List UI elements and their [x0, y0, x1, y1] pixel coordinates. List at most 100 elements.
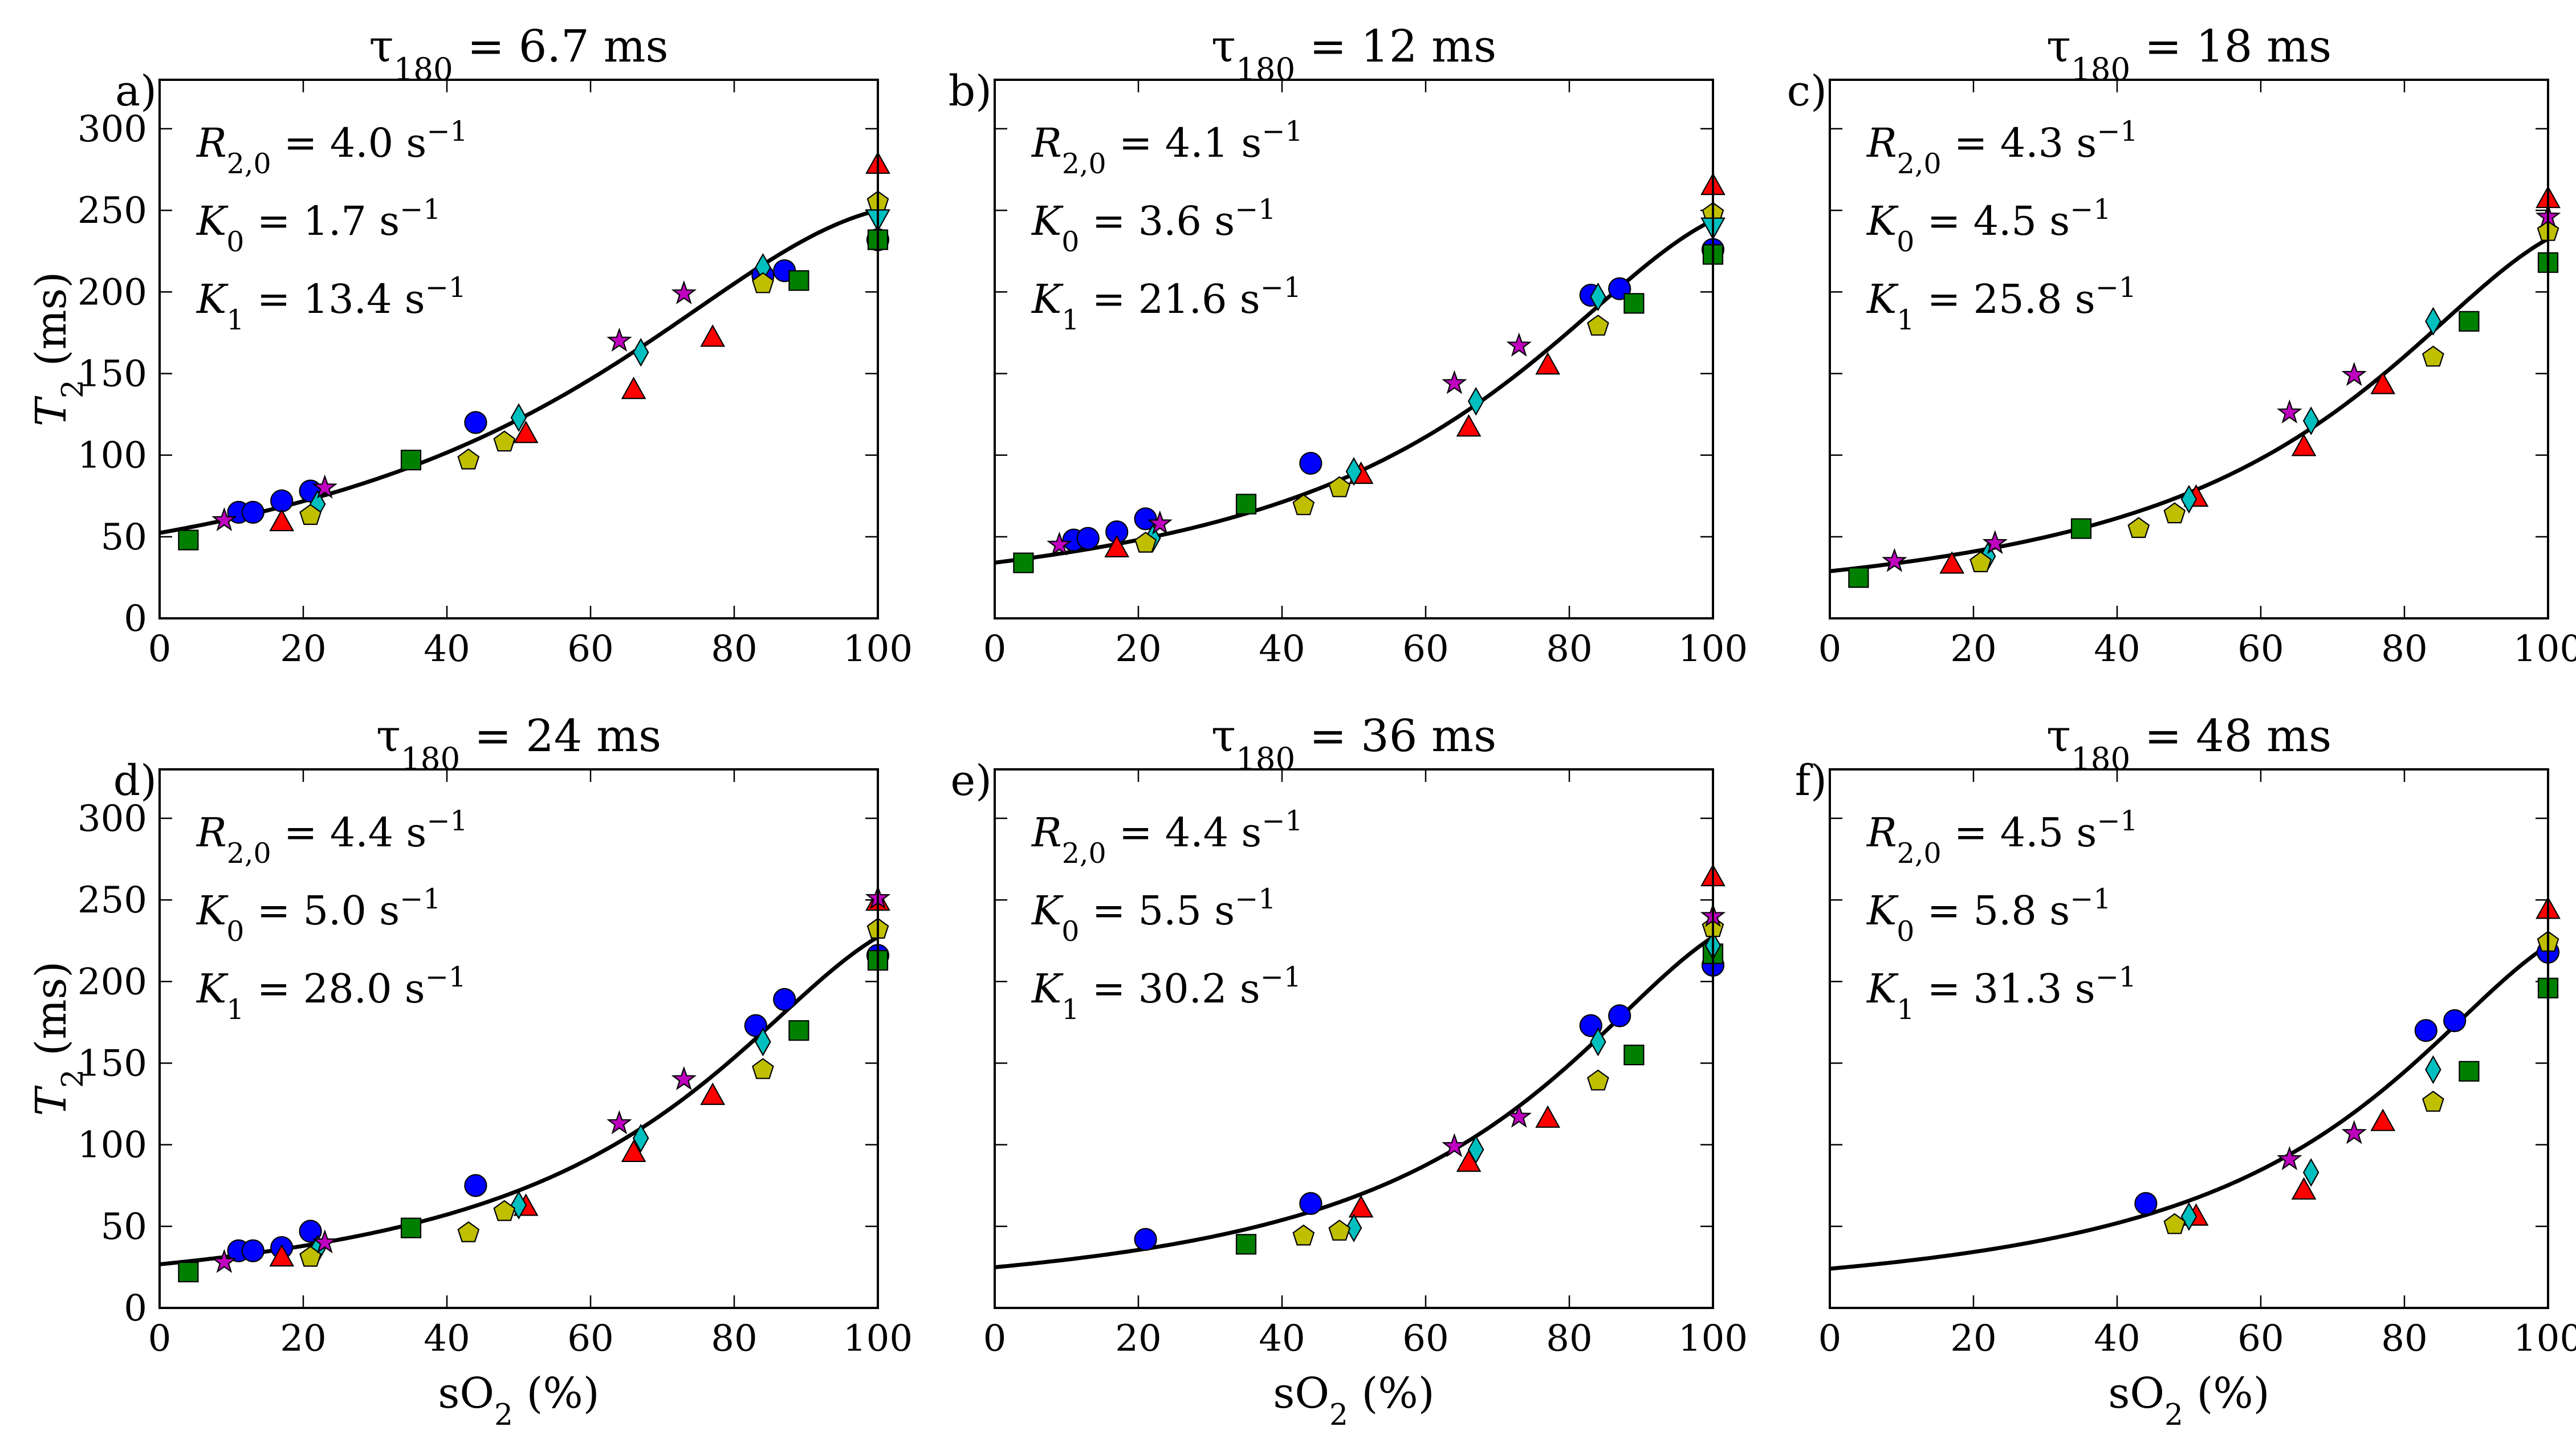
x-tick-label: 0 — [148, 628, 172, 670]
point-triangle-up — [1939, 551, 1965, 574]
y-tick-label: 50 — [101, 1206, 147, 1248]
point-diamond — [2425, 1055, 2441, 1085]
fit-parameter-1: R2,0 = 4.4 s−1 — [1031, 805, 1303, 870]
fit-curve — [994, 218, 1714, 565]
point-diamond — [2425, 307, 2441, 336]
point-diamond — [510, 403, 527, 433]
point-square — [178, 1261, 199, 1283]
point-triangle-up — [2291, 1177, 2317, 1200]
y-tick-label: 0 — [124, 598, 147, 640]
fit-curve — [1829, 943, 2549, 1271]
x-tick-label: 0 — [148, 1318, 172, 1360]
point-star — [671, 1066, 697, 1091]
fit-parameter-3: K1 = 25.8 s−1 — [1866, 271, 2137, 336]
point-star — [211, 507, 237, 532]
point-star — [2341, 1120, 2367, 1144]
point-diamond — [510, 1191, 527, 1220]
panel-label: b) — [949, 67, 992, 116]
x-tick-label: 60 — [567, 628, 613, 670]
point-pentagon — [1328, 476, 1351, 498]
point-circle — [773, 988, 796, 1011]
point-square — [400, 450, 422, 471]
point-pentagon — [457, 1221, 480, 1242]
fit-parameter-3: K1 = 31.3 s−1 — [1866, 961, 2137, 1026]
axes-frame — [1829, 79, 2549, 619]
point-pentagon — [493, 1200, 516, 1221]
point-triangle-up — [621, 376, 646, 400]
point-pentagon — [1328, 1220, 1351, 1241]
point-circle — [270, 489, 294, 512]
point-star — [1506, 1103, 1532, 1128]
axes-frame — [994, 79, 1714, 619]
y-tick-label: 150 — [78, 1042, 147, 1085]
point-square — [2459, 1061, 2480, 1082]
point-diamond — [1590, 282, 1606, 312]
point-star — [312, 1229, 337, 1254]
point-triangle-up — [1348, 1195, 1374, 1218]
point-pentagon — [1134, 531, 1157, 553]
point-pentagon — [752, 272, 774, 293]
point-diamond — [755, 1027, 771, 1057]
x-tick-label: 20 — [1115, 1318, 1161, 1360]
x-tick-label: 40 — [424, 1318, 470, 1360]
fit-parameter-3: K1 = 28.0 s−1 — [196, 961, 466, 1026]
point-star — [607, 1110, 632, 1135]
x-tick-label: 60 — [1402, 1318, 1448, 1360]
panel-label: a) — [115, 67, 157, 116]
point-square — [1848, 567, 1869, 588]
point-triangle-up — [513, 421, 539, 443]
x-tick-label: 60 — [2237, 628, 2284, 670]
point-pentagon — [2422, 1090, 2444, 1112]
point-pentagon — [299, 504, 322, 525]
x-axis-label: sO2 (%) — [1273, 1369, 1434, 1432]
panel-title: τ180 = 48 ms — [2046, 711, 2331, 777]
y-tick-label: 150 — [78, 353, 147, 395]
fit-parameter-2: K0 = 5.0 s−1 — [196, 883, 441, 948]
x-tick-label: 20 — [1950, 628, 1996, 670]
point-square — [400, 1217, 422, 1238]
point-star — [2341, 361, 2367, 386]
point-circle — [1134, 507, 1157, 531]
point-star — [607, 327, 632, 352]
axes-frame — [994, 768, 1714, 1309]
y-axis-label: T2 (ms) — [27, 272, 90, 427]
point-pentagon — [457, 448, 480, 470]
point-circle — [2134, 1192, 2158, 1215]
point-circle — [1134, 1228, 1157, 1251]
x-tick-label: 80 — [2381, 1318, 2427, 1360]
x-tick-label: 80 — [1546, 1318, 1592, 1360]
point-diamond — [1467, 386, 1484, 416]
point-star — [1442, 370, 1467, 394]
point-pentagon — [1587, 1069, 1609, 1091]
point-triangle-up — [269, 508, 295, 532]
point-square — [2070, 518, 2092, 539]
x-tick-label: 80 — [711, 628, 757, 670]
point-triangle-up — [2370, 1108, 2396, 1131]
point-circle — [241, 1239, 264, 1262]
x-tick-label: 80 — [2381, 628, 2427, 670]
x-axis-label: sO2 (%) — [2108, 1369, 2269, 1432]
y-tick-label: 200 — [78, 961, 147, 1003]
fit-parameter-3: K1 = 21.6 s−1 — [1031, 271, 1301, 336]
point-star — [1047, 531, 1072, 556]
point-star — [2277, 1146, 2302, 1171]
chart-panel-e: τ180 = 36 ms e) 0 20 40 60 80 100 sO2 (%) R2,0 = … — [950, 711, 1748, 1432]
y-tick-label: 100 — [78, 435, 147, 477]
chart-panel-a: τ180 = 6.7 ms a) 0 20 40 60 80 100 0 50 100 150 200 2… — [27, 21, 913, 670]
x-tick-label: 60 — [2237, 1318, 2284, 1360]
point-square — [788, 1020, 809, 1041]
point-pentagon — [2127, 517, 2150, 539]
y-tick-label: 50 — [101, 516, 147, 559]
x-tick-label: 100 — [843, 1318, 913, 1360]
axes-frame — [1829, 768, 2549, 1309]
point-diamond — [1467, 1135, 1484, 1164]
axes-frame — [158, 768, 879, 1309]
y-tick-label: 300 — [78, 108, 147, 150]
panel-title: τ180 = 24 ms — [376, 711, 661, 777]
panel-title: τ180 = 36 ms — [1211, 711, 1496, 777]
y-tick-label: 250 — [78, 190, 147, 232]
fit-parameter-3: K1 = 13.4 s−1 — [196, 271, 466, 336]
fit-parameter-1: R2,0 = 4.0 s−1 — [196, 115, 468, 180]
point-square — [178, 529, 199, 551]
